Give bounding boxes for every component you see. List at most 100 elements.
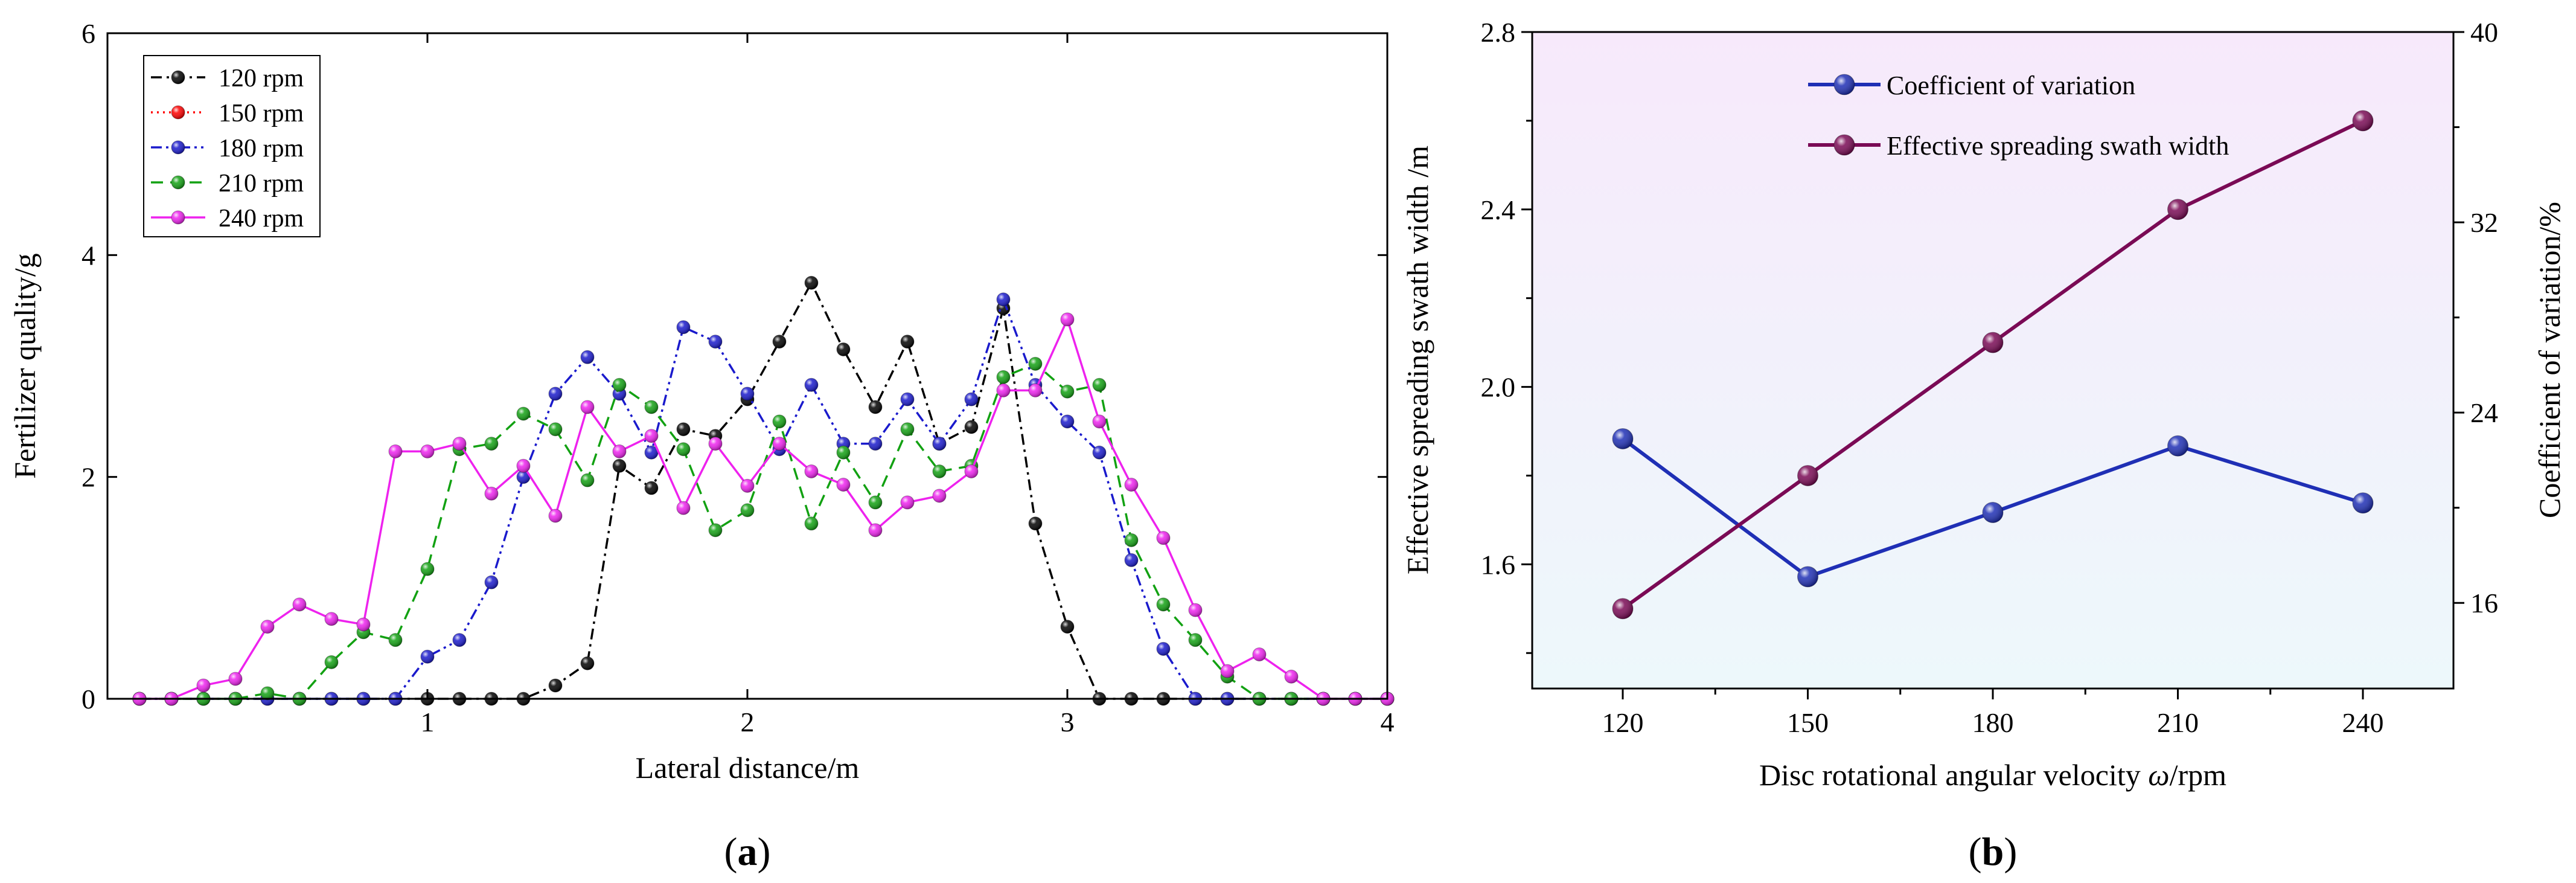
data-point-210-rpm-31-shade <box>1125 533 1138 547</box>
data-point-180-rpm-10 <box>452 633 467 647</box>
data-point-210-rpm-11 <box>484 437 499 451</box>
data-point-180-rpm-26 <box>964 392 979 406</box>
y2-tick-label-b-24: 24 <box>2470 397 2498 428</box>
data-point-240-rpm-31-shade <box>1125 478 1138 492</box>
data-point-effective-spreading-swath-width-210-shade <box>2167 199 2188 220</box>
x-tick-label-b-210: 210 <box>2157 707 2199 738</box>
data-point-180-rpm-32-shade <box>1157 642 1170 656</box>
data-point-240-rpm-14-shade <box>581 400 594 414</box>
panel-a-series <box>132 275 1395 706</box>
data-point-240-rpm-9 <box>420 444 435 458</box>
data-point-180-rpm-31-shade <box>1125 553 1138 567</box>
data-point-240-rpm-34-shade <box>1221 664 1234 678</box>
data-point-120-rpm-21-shade <box>805 276 818 290</box>
data-point-180-rpm-26-shade <box>965 393 978 406</box>
data-point-210-rpm-8-shade <box>389 633 402 647</box>
data-point-180-rpm-10-shade <box>453 633 466 647</box>
data-point-180-rpm-30 <box>1092 445 1107 460</box>
x-tick-label-a-1: 1 <box>421 707 435 737</box>
series-180-rpm <box>132 292 1395 706</box>
data-point-210-rpm-18-shade <box>709 523 722 537</box>
data-point-180-rpm-11 <box>484 575 499 589</box>
legend-marker-210-rpm-shade <box>171 176 185 189</box>
data-point-210-rpm-21-shade <box>805 516 818 530</box>
y2-tick-label-b-40: 40 <box>2470 17 2498 48</box>
data-point-120-rpm-20 <box>772 335 787 349</box>
data-point-210-rpm-18 <box>708 523 723 538</box>
data-point-120-rpm-14-shade <box>581 657 594 670</box>
data-point-210-rpm-25 <box>932 464 947 478</box>
data-point-240-rpm-14 <box>580 400 595 414</box>
data-point-240-rpm-34 <box>1220 664 1235 678</box>
data-point-240-rpm-21 <box>804 464 819 478</box>
legend-marker-150-rpm <box>171 105 185 120</box>
data-point-210-rpm-16 <box>644 400 659 414</box>
data-point-120-rpm-21 <box>804 275 819 290</box>
data-point-240-rpm-27 <box>996 383 1011 397</box>
data-point-coefficient-of-variation-240-shade <box>2353 492 2373 513</box>
data-point-120-rpm-13-shade <box>549 678 562 692</box>
legend-marker-coefficient-of-variation-shade <box>1834 74 1855 95</box>
data-point-240-rpm-30-shade <box>1093 414 1106 428</box>
data-point-180-rpm-16-shade <box>645 446 658 460</box>
data-point-240-rpm-22 <box>836 478 851 492</box>
legend-entry-coefficient-of-variation: Coefficient of variation <box>1808 71 2135 100</box>
data-point-180-rpm-25-shade <box>933 437 946 451</box>
legend-marker-240-rpm-shade <box>171 211 185 224</box>
panel-b-x-axis-label-suffix: /rpm <box>2170 758 2227 792</box>
panel-b: 120 150 180 210 240 1.6 2.0 2.4 2.8 16 24 32 40 Disc… <box>1401 17 2566 874</box>
data-point-210-rpm-12-shade <box>517 406 530 420</box>
y2-tick-label-b-32: 32 <box>2470 207 2498 238</box>
data-point-180-rpm-30-shade <box>1093 446 1106 460</box>
data-point-210-rpm-8 <box>388 633 403 647</box>
legend-marker-effective-spreading-swath-width <box>1833 134 1855 156</box>
data-point-180-rpm-19 <box>740 387 755 401</box>
data-point-210-rpm-6 <box>324 655 339 669</box>
data-point-240-rpm-2 <box>196 678 211 693</box>
data-point-240-rpm-25-shade <box>933 489 946 503</box>
data-point-effective-spreading-swath-width-210 <box>2167 199 2188 220</box>
data-point-120-rpm-28-shade <box>1029 516 1042 530</box>
data-point-210-rpm-19-shade <box>741 503 754 517</box>
data-point-210-rpm-14 <box>580 473 595 487</box>
data-point-240-rpm-16 <box>644 429 659 443</box>
x-tick-label-b-180: 180 <box>1972 707 2014 738</box>
data-point-240-rpm-18-shade <box>709 437 722 451</box>
legend-marker-120-rpm <box>171 70 185 85</box>
data-point-effective-spreading-swath-width-240-shade <box>2353 110 2373 131</box>
y-tick-label-a-6: 6 <box>81 18 95 49</box>
data-point-240-rpm-10-shade <box>453 437 466 451</box>
legend-marker-180-rpm-shade <box>171 141 185 154</box>
y-tick-label-a-4: 4 <box>81 240 95 271</box>
data-point-120-rpm-28 <box>1028 516 1043 531</box>
data-point-180-rpm-27-shade <box>997 292 1010 306</box>
data-point-effective-spreading-swath-width-120-shade <box>1612 598 1633 619</box>
legend-entry-120-rpm: 120 rpm <box>151 65 304 92</box>
data-point-180-rpm-11-shade <box>485 576 498 589</box>
data-point-240-rpm-26-shade <box>965 464 978 478</box>
data-point-240-rpm-30 <box>1092 414 1107 429</box>
data-point-240-rpm-4 <box>260 620 275 634</box>
data-point-180-rpm-9 <box>420 649 435 664</box>
data-point-coefficient-of-variation-240 <box>2352 492 2374 514</box>
legend-marker-coefficient-of-variation <box>1833 74 1855 95</box>
data-point-210-rpm-9-shade <box>421 562 434 576</box>
data-point-240-rpm-12-shade <box>517 459 530 473</box>
data-point-210-rpm-20-shade <box>773 414 786 428</box>
data-point-210-rpm-33 <box>1188 633 1203 647</box>
data-point-240-rpm-7-shade <box>357 617 370 631</box>
data-point-120-rpm-16-shade <box>645 481 658 495</box>
data-point-240-rpm-27-shade <box>997 384 1010 397</box>
data-point-120-rpm-29-shade <box>1061 620 1074 634</box>
panel-b-caption-letter: b <box>1982 830 2004 874</box>
data-point-210-rpm-4 <box>260 686 275 701</box>
data-point-210-rpm-6-shade <box>325 655 338 669</box>
data-point-240-rpm-4-shade <box>261 620 274 634</box>
series-210-rpm <box>132 356 1395 706</box>
data-point-210-rpm-28-shade <box>1029 357 1042 371</box>
data-point-210-rpm-14-shade <box>581 474 594 487</box>
data-point-210-rpm-24-shade <box>901 422 914 436</box>
legend-label-150-rpm: 150 rpm <box>219 100 304 127</box>
data-point-effective-spreading-swath-width-150 <box>1797 464 1818 486</box>
